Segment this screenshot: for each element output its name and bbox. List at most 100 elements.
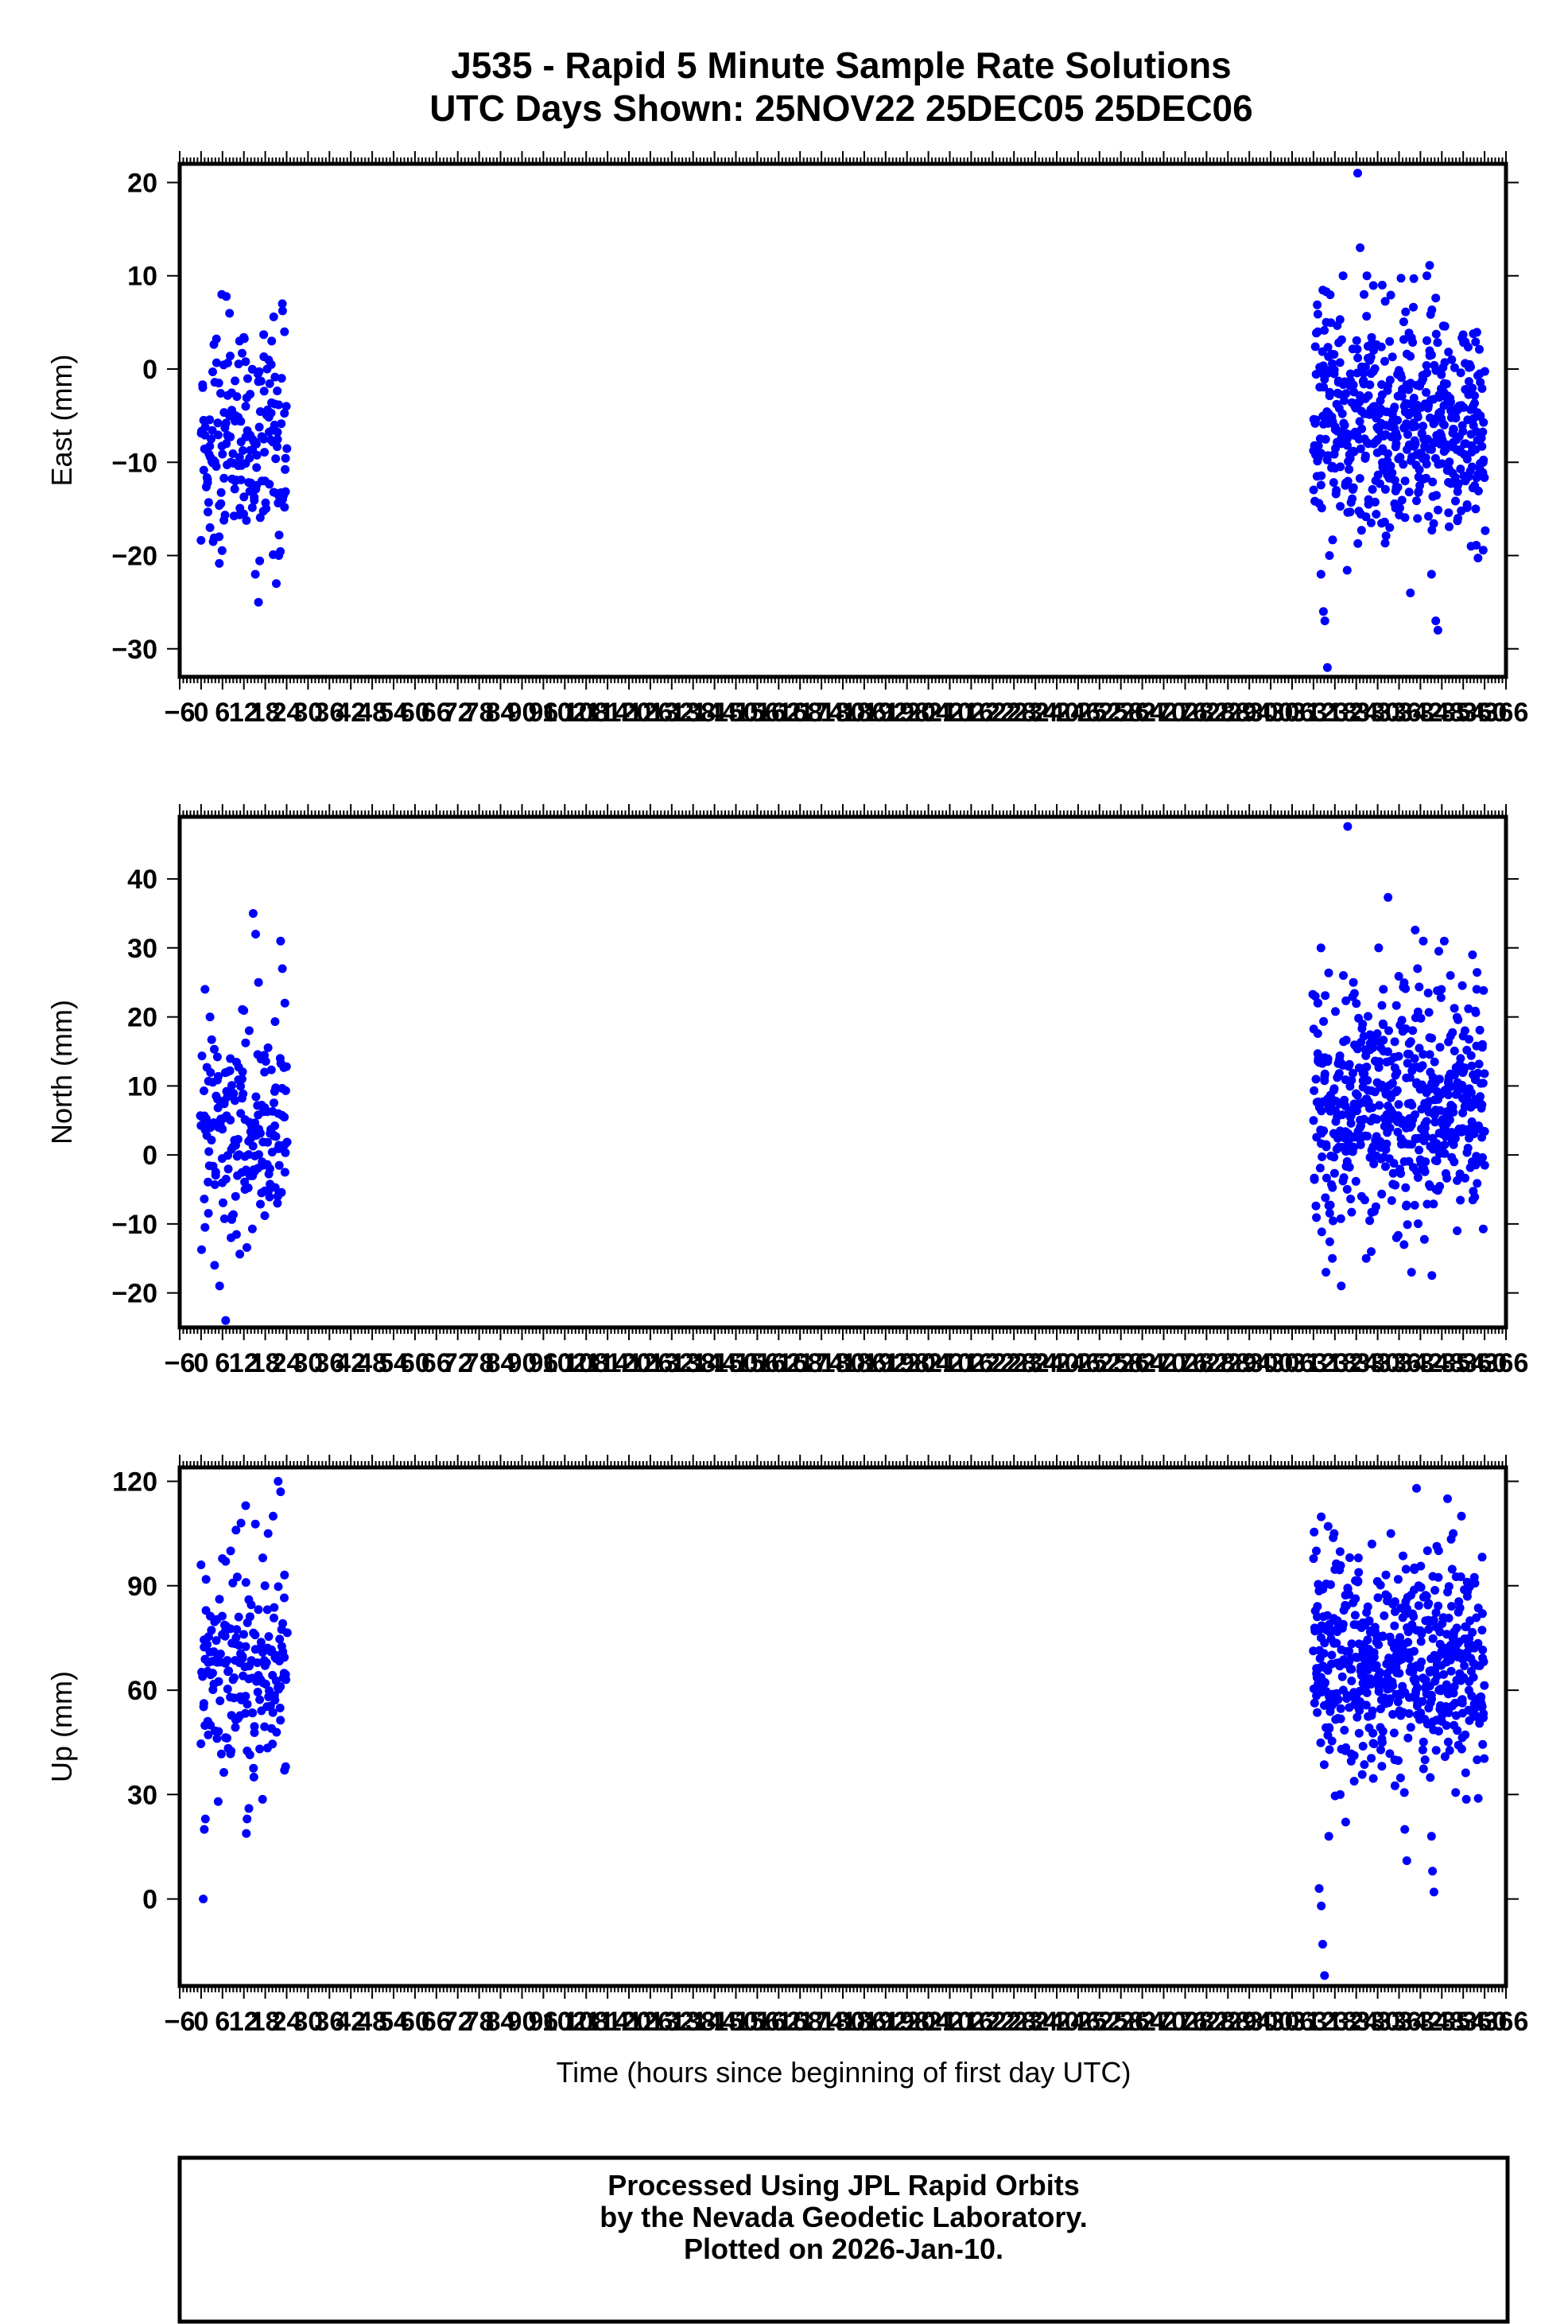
data-point	[1336, 1704, 1345, 1713]
data-point	[197, 1245, 206, 1254]
data-point	[1353, 1553, 1363, 1563]
x-tick-label: 126	[628, 698, 673, 728]
data-point	[1368, 1043, 1378, 1052]
data-point	[1354, 1568, 1364, 1577]
x-axis-label: Time (hours since beginning of first day…	[557, 2056, 1131, 2089]
x-tick-label: 168	[778, 2007, 823, 2037]
x-tick-label: 144	[692, 2007, 737, 2037]
x-tick-label: 186	[842, 698, 887, 728]
data-point	[1388, 1168, 1398, 1178]
data-point	[247, 1224, 257, 1234]
data-point	[1471, 504, 1481, 514]
data-point	[1395, 503, 1404, 513]
data-point	[1423, 1600, 1433, 1610]
x-tick-label: 306	[1270, 2007, 1315, 2037]
data-point	[1418, 1696, 1427, 1706]
data-point	[205, 441, 215, 451]
x-tick-label: 102	[542, 2007, 588, 2037]
data-point	[1473, 1638, 1483, 1648]
data-point	[258, 1794, 267, 1804]
series-25NOV22	[196, 1477, 292, 1904]
data-point	[1377, 1001, 1387, 1010]
data-point	[236, 1082, 246, 1091]
data-point	[1390, 1621, 1399, 1630]
data-point	[256, 1199, 265, 1209]
data-point	[1370, 497, 1380, 507]
x-tick-label: 138	[670, 1348, 716, 1378]
data-point	[1313, 327, 1322, 336]
data-point	[1339, 971, 1348, 980]
x-tick-label: 294	[1227, 1348, 1272, 1378]
data-point	[204, 1730, 213, 1739]
data-point	[1426, 350, 1436, 359]
data-point	[1470, 398, 1479, 408]
data-point	[241, 357, 250, 367]
data-point	[1456, 1195, 1465, 1205]
x-tick-label: 180	[821, 698, 866, 728]
up-panel: −60 6121824303642485460667278849096102108…	[45, 1455, 1528, 2037]
data-point	[1414, 1219, 1422, 1229]
data-point	[1374, 943, 1384, 953]
data-point	[1341, 996, 1351, 1005]
data-point	[1381, 1162, 1390, 1172]
data-point	[1434, 946, 1443, 956]
data-point	[208, 1669, 217, 1678]
data-point	[254, 422, 264, 432]
data-point	[1434, 1572, 1443, 1582]
data-point	[1431, 293, 1441, 303]
data-point	[207, 434, 215, 444]
data-point	[1473, 1179, 1482, 1188]
x-tick-label: 60	[400, 698, 430, 728]
data-point	[280, 1653, 289, 1662]
data-point	[250, 1519, 260, 1529]
data-point	[1322, 1140, 1331, 1149]
data-point	[1406, 1037, 1415, 1047]
x-tick-label: 222	[970, 2007, 1015, 2037]
x-tick-label: 282	[1184, 698, 1229, 728]
data-point	[250, 569, 260, 579]
data-point	[1347, 1207, 1356, 1217]
data-point	[1321, 434, 1330, 444]
data-point	[1327, 1650, 1337, 1660]
data-point	[1450, 1133, 1460, 1143]
y-axis-label: East (mm)	[45, 355, 78, 487]
data-point	[1360, 362, 1370, 371]
data-point	[206, 1068, 215, 1077]
data-point	[1314, 441, 1323, 450]
data-point	[1329, 1529, 1339, 1538]
data-point	[1363, 1602, 1372, 1611]
data-point	[1473, 486, 1483, 496]
data-point	[255, 1695, 265, 1704]
data-point	[1380, 538, 1390, 548]
data-point	[1457, 981, 1467, 990]
data-point	[1449, 1529, 1458, 1538]
data-point	[196, 535, 206, 545]
data-point	[242, 1828, 251, 1838]
data-point	[1410, 436, 1419, 445]
y-tick-label: 0	[142, 355, 157, 385]
data-point	[1341, 1743, 1351, 1752]
data-point	[1465, 1035, 1473, 1044]
data-point	[243, 1243, 251, 1252]
data-point	[212, 358, 221, 367]
data-point	[1445, 1746, 1454, 1755]
data-point	[1416, 1013, 1426, 1023]
data-point	[260, 1211, 270, 1220]
x-tick-label: 270	[1141, 2007, 1186, 2037]
data-point	[1349, 380, 1358, 390]
data-point	[1466, 542, 1476, 551]
data-point	[1353, 169, 1362, 178]
plot-frame	[177, 1465, 1508, 1988]
data-point	[1358, 1742, 1368, 1751]
x-tick-label: 6	[215, 1348, 230, 1378]
data-point	[1445, 522, 1454, 531]
data-point	[272, 579, 281, 589]
data-point	[231, 1525, 241, 1535]
data-point	[1317, 1901, 1326, 1910]
x-tick-label: 114	[586, 2007, 630, 2037]
data-point	[1453, 1726, 1462, 1735]
data-point	[200, 985, 210, 994]
data-point	[1317, 449, 1326, 458]
data-point	[265, 379, 274, 388]
data-point	[1443, 1494, 1452, 1503]
